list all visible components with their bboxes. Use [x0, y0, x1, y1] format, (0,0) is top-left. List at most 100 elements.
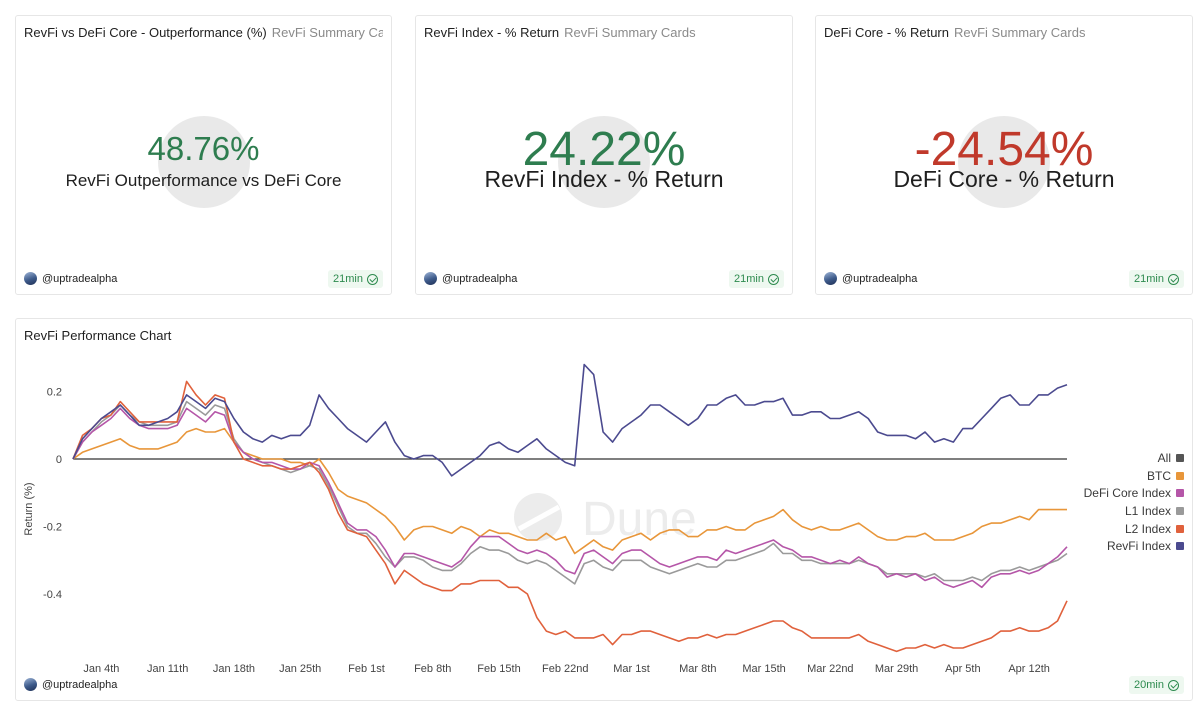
author-name: @uptradealpha — [42, 678, 118, 691]
dune-watermark: Dune — [514, 493, 697, 546]
counter-card-defi-return[interactable]: DeFi Core - % Return RevFi Summary Cards … — [815, 15, 1193, 295]
x-tick-label: Mar 29th — [875, 663, 918, 675]
refresh-time: 20min — [1134, 679, 1164, 691]
refresh-time: 21min — [734, 273, 764, 285]
y-tick-label: 0 — [56, 454, 62, 466]
legend-item[interactable]: DeFi Core Index — [1044, 484, 1184, 502]
counter-value: 24.22% — [522, 123, 686, 176]
author[interactable]: @uptradealpha — [24, 678, 117, 691]
series-line-btc[interactable] — [72, 427, 1067, 555]
avatar-icon — [424, 272, 437, 285]
avatar-icon — [24, 678, 37, 691]
check-circle-icon — [1168, 273, 1179, 285]
legend-swatch — [1176, 453, 1184, 462]
x-tick-label: Apr 5th — [945, 663, 980, 675]
card-title[interactable]: DeFi Core - % Return — [824, 25, 949, 40]
y-tick-label: 0.2 — [47, 387, 62, 399]
card-subtitle[interactable]: RevFi Summary Cards — [564, 25, 696, 40]
legend-swatch — [1176, 489, 1184, 498]
card-title[interactable]: RevFi vs DeFi Core - Outperformance (%) — [24, 25, 267, 40]
legend-swatch — [1176, 542, 1184, 551]
card-subtitle[interactable]: RevFi Summary Cards — [953, 25, 1086, 40]
counter-label: DeFi Core - % Return — [893, 166, 1115, 192]
card-subtitle[interactable]: RevFi Summary Cards — [271, 25, 383, 40]
card-header: DeFi Core - % Return RevFi Summary Cards — [824, 25, 1184, 43]
series-line-l1-index[interactable] — [72, 400, 1068, 585]
x-tick-label: Feb 8th — [414, 663, 451, 675]
watermark-logo — [558, 116, 650, 208]
counter-card-outperformance[interactable]: RevFi vs DeFi Core - Outperformance (%) R… — [15, 15, 392, 295]
chart-title[interactable]: RevFi Performance Chart — [24, 328, 172, 343]
line-chart[interactable]: Dune 0.2 0 -0.2 -0.4 Return (%) Jan 4th Jan 11… — [16, 319, 1192, 700]
x-tick-label: Mar 8th — [679, 663, 716, 675]
legend-label: All — [1157, 450, 1171, 465]
check-circle-icon — [367, 273, 378, 285]
refresh-badge[interactable]: 21min — [729, 270, 784, 288]
counter-label: RevFi Index - % Return — [484, 166, 724, 192]
legend-item[interactable]: BTC — [1044, 467, 1184, 485]
series-line-defi-core-index[interactable] — [72, 407, 1068, 589]
card-footer: @uptradealpha 21min — [424, 270, 784, 288]
watermark-logo — [157, 116, 250, 208]
card-footer: @uptradealpha 21min — [824, 270, 1184, 288]
author-name: @uptradealpha — [842, 272, 918, 285]
refresh-time: 21min — [1134, 273, 1164, 285]
legend-item[interactable]: L1 Index — [1044, 502, 1184, 520]
x-tick-label: Jan 11th — [147, 663, 188, 675]
avatar-icon — [824, 272, 837, 285]
author[interactable]: @uptradealpha — [424, 272, 517, 285]
check-circle-icon — [768, 273, 779, 285]
card-header: RevFi Performance Chart — [24, 328, 1184, 346]
card-footer: @uptradealpha 21min — [24, 270, 383, 288]
x-tick-label: Jan 18th — [213, 663, 255, 675]
legend-swatch — [1176, 524, 1184, 533]
legend-swatch — [1176, 506, 1184, 515]
legend-label: DeFi Core Index — [1083, 486, 1171, 501]
legend-label: BTC — [1147, 468, 1171, 483]
y-tick-label: -0.4 — [43, 589, 62, 601]
x-tick-label: Feb 15th — [477, 663, 520, 675]
card-title[interactable]: RevFi Index - % Return — [424, 25, 560, 40]
author[interactable]: @uptradealpha — [824, 272, 917, 285]
refresh-badge[interactable]: 20min — [1129, 676, 1184, 694]
card-header: RevFi Index - % Return RevFi Summary Card… — [424, 25, 784, 43]
y-axis-label: Return (%) — [23, 482, 35, 535]
counter-label: RevFi Outperformance vs DeFi Core — [65, 171, 342, 190]
card-footer: @uptradealpha 20min — [24, 676, 1184, 694]
x-tick-label: Mar 22nd — [807, 663, 853, 675]
refresh-badge[interactable]: 21min — [328, 270, 383, 288]
x-tick-label: Feb 22nd — [542, 663, 588, 675]
author[interactable]: @uptradealpha — [24, 272, 117, 285]
counter-value: 48.76% — [147, 130, 260, 167]
chart-legend: All BTC DeFi Core Index L1 Index L2 Index Rev… — [1044, 449, 1184, 555]
x-tick-label: Apr 12th — [1008, 663, 1050, 675]
watermark-text: Dune — [582, 493, 697, 546]
x-tick-label: Feb 1st — [348, 663, 385, 675]
card-header: RevFi vs DeFi Core - Outperformance (%) R… — [24, 25, 383, 43]
series-line-l2-index[interactable] — [72, 380, 1068, 653]
chart-card[interactable]: RevFi Performance Chart Dune 0.2 0 -0.2 -0.… — [15, 318, 1193, 701]
refresh-badge[interactable]: 21min — [1129, 270, 1184, 288]
y-tick-label: -0.2 — [43, 522, 62, 534]
legend-item[interactable]: All — [1044, 449, 1184, 467]
author-name: @uptradealpha — [42, 272, 118, 285]
counter: 48.76% RevFi Outperformance vs DeFi Core — [16, 116, 391, 208]
x-tick-label: Jan 4th — [83, 663, 119, 675]
counter-card-revfi-return[interactable]: RevFi Index - % Return RevFi Summary Card… — [415, 15, 793, 295]
counter-value: -24.54% — [914, 123, 1094, 176]
legend-item[interactable]: RevFi Index — [1044, 537, 1184, 555]
counter: -24.54% DeFi Core - % Return — [816, 116, 1192, 208]
check-circle-icon — [1168, 679, 1179, 691]
x-tick-label: Mar 1st — [613, 663, 650, 675]
legend-swatch — [1176, 471, 1184, 480]
refresh-time: 21min — [333, 273, 363, 285]
counter: 24.22% RevFi Index - % Return — [416, 116, 792, 208]
watermark-logo — [958, 116, 1050, 208]
legend-label: L2 Index — [1124, 521, 1171, 536]
legend-item[interactable]: L2 Index — [1044, 520, 1184, 538]
x-tick-label: Jan 25th — [279, 663, 321, 675]
series-line-revfi-index[interactable] — [72, 363, 1068, 477]
legend-label: L1 Index — [1124, 503, 1171, 518]
legend-label: RevFi Index — [1106, 539, 1171, 554]
x-tick-label: Mar 15th — [742, 663, 785, 675]
